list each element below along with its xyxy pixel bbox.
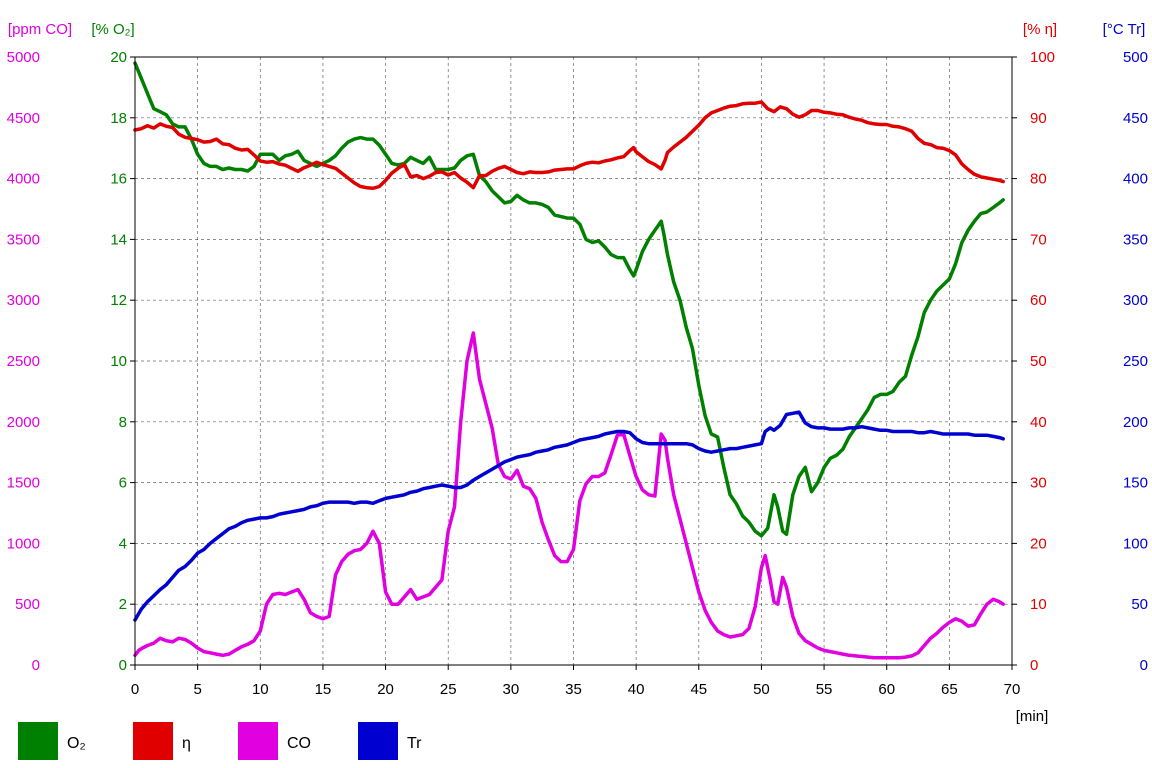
grid-lines	[130, 56, 1017, 670]
x-tick-label: 65	[941, 681, 958, 698]
tr-tick-label: 150	[1123, 475, 1148, 492]
tr-tick-label: 400	[1123, 171, 1148, 188]
legend: O₂ η CO Tr	[18, 722, 422, 760]
co-tick-label: 2500	[7, 353, 40, 370]
tr-tick-label: 0	[1140, 657, 1148, 674]
co-tick-label: 5000	[7, 49, 40, 66]
tr-tick-label: 200	[1123, 414, 1148, 431]
co-tick-label: 0	[32, 657, 40, 674]
x-tick-label: 30	[503, 681, 520, 698]
legend-swatch-eta	[133, 722, 173, 760]
x-tick-label: 55	[816, 681, 833, 698]
o2-tick-label: 14	[110, 231, 127, 248]
o2-tick-label: 8	[119, 414, 127, 431]
x-tick-label: 35	[565, 681, 582, 698]
x-tick-label: 15	[315, 681, 332, 698]
o2-tick-label: 6	[119, 475, 127, 492]
o2-tick-label: 4	[119, 535, 127, 552]
o2-tick-label: 18	[110, 110, 127, 127]
legend-swatch-tr	[358, 722, 398, 760]
eta-tick-label: 20	[1030, 535, 1047, 552]
co-tick-label: 3000	[7, 292, 40, 309]
o2-tick-label: 12	[110, 292, 127, 309]
eta-tick-label: 90	[1030, 110, 1047, 127]
series-line-tr	[133, 410, 1005, 622]
tr-tick-label: 300	[1123, 292, 1148, 309]
series-line-o2	[133, 61, 1005, 538]
x-tick-label: 60	[878, 681, 895, 698]
legend-swatch-co	[238, 722, 278, 760]
eta-tick-label: 0	[1030, 657, 1038, 674]
o2-tick-label: 2	[119, 596, 127, 613]
x-axis-label: [min]	[1016, 708, 1049, 725]
axes-labels: 0 5 10 15 20 25 30 35 40 45 50 55 60 65 70[min]0500100…	[7, 21, 1148, 725]
x-tick-label: 70	[1004, 681, 1021, 698]
x-tick-label: 25	[440, 681, 457, 698]
tr-tick-label: 100	[1123, 535, 1148, 552]
eta-tick-label: 30	[1030, 475, 1047, 492]
co-tick-label: 1500	[7, 475, 40, 492]
eta-tick-label: 50	[1030, 353, 1047, 370]
co-tick-label: 2000	[7, 414, 40, 431]
eta-tick-label: 10	[1030, 596, 1047, 613]
o2-tick-label: 10	[110, 353, 127, 370]
eta-axis-label: [% η]	[1023, 21, 1057, 38]
co-tick-label: 500	[15, 596, 40, 613]
series-lines	[133, 61, 1005, 660]
series-line-co	[133, 331, 1005, 660]
co-axis-label: [ppm CO]	[8, 21, 72, 38]
eta-tick-label: 70	[1030, 231, 1047, 248]
eta-tick-label: 60	[1030, 292, 1047, 309]
x-tick-label: 20	[377, 681, 394, 698]
eta-tick-label: 40	[1030, 414, 1047, 431]
series-line-eta	[133, 100, 1005, 191]
tr-tick-label: 350	[1123, 231, 1148, 248]
o2-tick-label: 20	[110, 49, 127, 66]
tr-tick-label: 450	[1123, 110, 1148, 127]
tr-tick-label: 250	[1123, 353, 1148, 370]
co-tick-label: 4000	[7, 171, 40, 188]
tr-axis-label: [°C Tr]	[1103, 21, 1146, 38]
legend-swatch-o2	[18, 722, 58, 760]
tr-tick-label: 50	[1131, 596, 1148, 613]
x-tick-label: 10	[252, 681, 269, 698]
o2-tick-label: 16	[110, 171, 127, 188]
legend-label-o2: O₂	[67, 735, 86, 752]
legend-label-tr: Tr	[407, 735, 422, 752]
x-tick-label: 5	[193, 681, 201, 698]
co-tick-label: 1000	[7, 535, 40, 552]
o2-tick-label: 0	[119, 657, 127, 674]
x-tick-label: 45	[690, 681, 707, 698]
x-tick-label: 40	[628, 681, 645, 698]
eta-tick-label: 100	[1030, 49, 1055, 66]
co-tick-label: 3500	[7, 231, 40, 248]
eta-tick-label: 80	[1030, 171, 1047, 188]
o2-axis-label: [% O₂]	[91, 21, 134, 38]
co-tick-label: 4500	[7, 110, 40, 127]
legend-label-eta: η	[182, 735, 191, 752]
tr-tick-label: 500	[1123, 49, 1148, 66]
legend-label-co: CO	[287, 735, 311, 752]
x-tick-label: 50	[753, 681, 770, 698]
x-tick-label: 0	[131, 681, 139, 698]
plot-frame	[134, 56, 1013, 666]
